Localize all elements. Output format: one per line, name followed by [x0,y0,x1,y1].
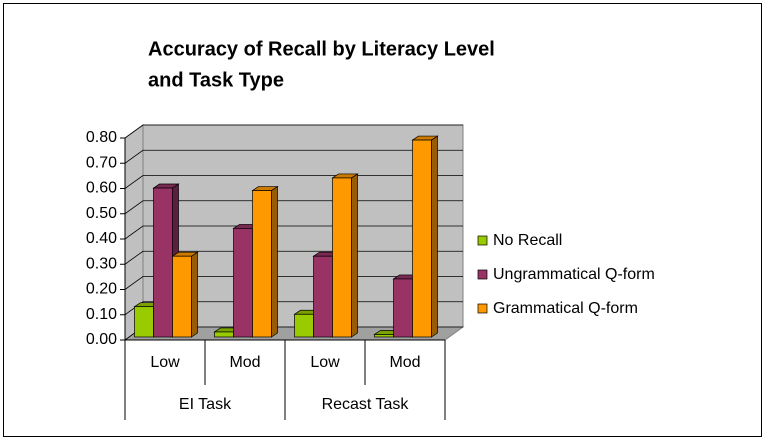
y-tick-label: 0.70 [86,154,117,171]
bar-side [351,173,358,338]
y-tick-label: 0.40 [86,230,117,247]
bar-side [431,135,438,338]
chart-title: Accuracy of Recall by Literacy Level [148,38,495,60]
legend-label: Ungrammatical Q-form [493,266,655,283]
bar [393,278,413,338]
bar [134,306,154,338]
legend-swatch [477,303,488,314]
y-tick-label: 0.00 [86,331,117,348]
bar [332,177,352,338]
y-tick-label: 0.50 [86,205,117,222]
grid-line [124,149,463,164]
x-tick-label: Mod [389,354,420,371]
y-tick-label: 0.80 [86,129,117,146]
legend-swatch [477,269,488,280]
bar-side [271,185,278,338]
legend-label: No Recall [493,232,562,249]
legend-swatch [477,235,488,246]
y-tick-label: 0.20 [86,281,117,298]
x-group-label: Recast Task [322,396,410,413]
bar [374,334,394,338]
legend-label: Grammatical Q-form [493,300,638,317]
x-tick-label: Low [310,354,340,371]
y-tick-label: 0.10 [86,306,117,323]
bar [252,190,272,338]
x-tick-label: Mod [229,354,260,371]
chart-title: and Task Type [148,69,284,91]
bar [294,313,314,338]
bar [313,255,333,338]
bar [172,255,192,338]
bar [153,187,173,338]
bar-side [191,251,198,338]
grid-line [124,124,463,139]
bar [233,228,253,338]
y-tick-label: 0.60 [86,180,117,197]
x-tick-label: Low [150,354,180,371]
bar [412,139,432,338]
y-tick-label: 0.30 [86,255,117,272]
bar [214,331,234,338]
x-group-label: EI Task [179,396,232,413]
